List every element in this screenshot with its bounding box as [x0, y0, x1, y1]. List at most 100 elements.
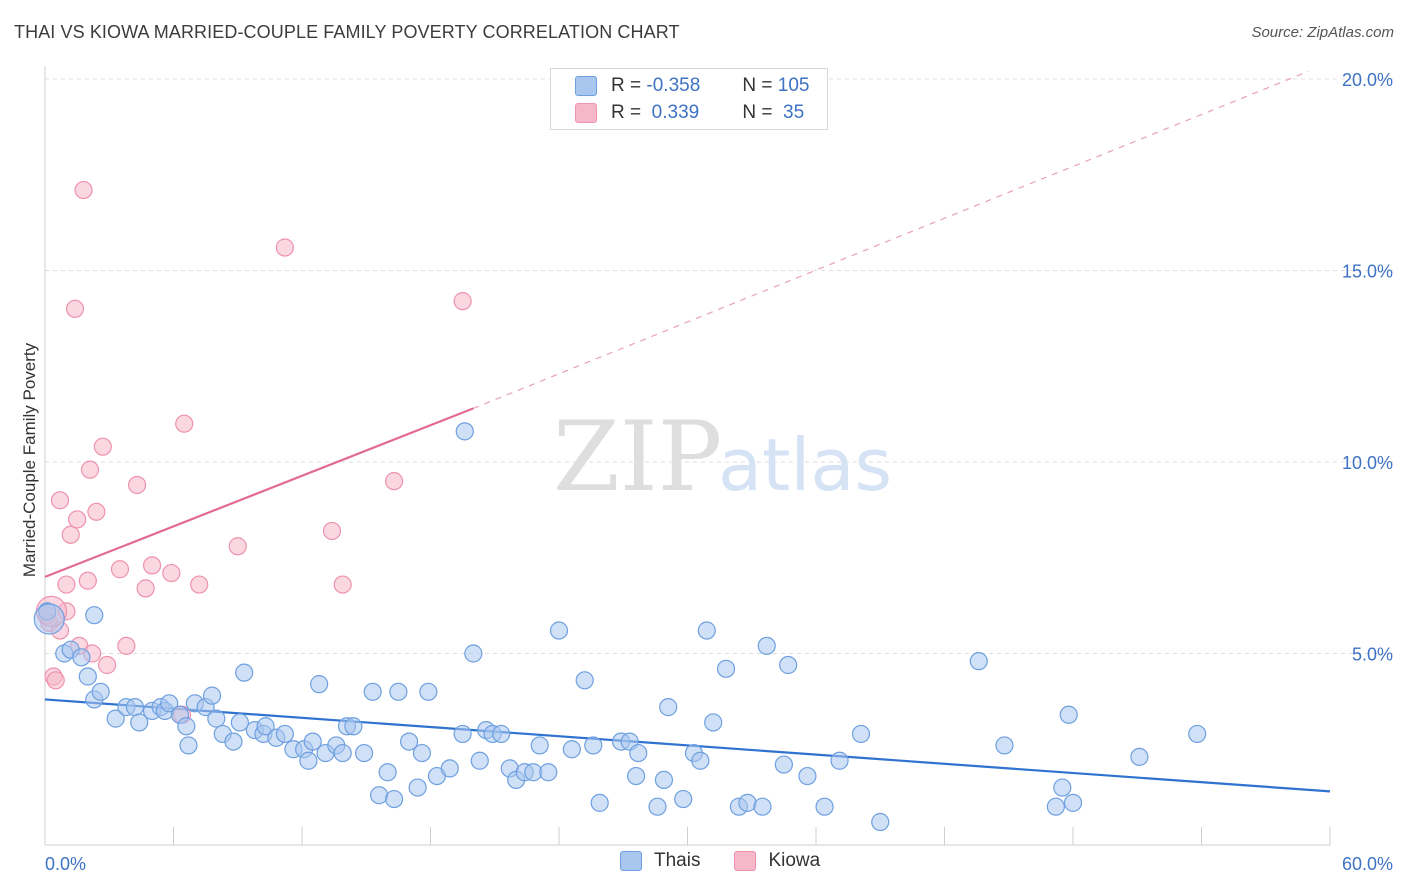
series-label-thais: Thais: [654, 850, 701, 871]
data-point-kiowa: [333, 575, 352, 594]
data-point-thais: [470, 751, 489, 770]
data-point-thais: [757, 636, 776, 655]
data-point-thais: [378, 763, 397, 782]
data-point-thais: [738, 793, 757, 812]
data-point-thais: [419, 682, 438, 701]
data-point-thais: [562, 740, 581, 759]
data-point-thais: [412, 743, 432, 763]
data-point-thais: [753, 797, 772, 816]
data-point-kiowa: [50, 491, 70, 510]
data-point-kiowa: [142, 556, 162, 575]
data-point-thais: [1130, 747, 1149, 767]
data-point-kiowa: [136, 579, 155, 598]
data-point-thais: [453, 724, 472, 744]
axes: [44, 66, 1331, 846]
data-point-kiowa: [322, 521, 342, 541]
series-swatch-thais: [620, 851, 642, 871]
series-legend: Thais Kiowa: [620, 850, 854, 872]
trend-line-thais: [44, 698, 1331, 793]
data-point-thais: [85, 606, 104, 625]
data-point-kiowa: [57, 575, 76, 594]
data-point-thais: [851, 724, 871, 744]
x-tick-label: 0.0%: [45, 854, 86, 874]
data-point-thais: [584, 736, 603, 755]
data-point-kiowa: [175, 414, 194, 433]
data-point-thais: [440, 759, 459, 778]
data-point-kiowa: [98, 655, 117, 675]
data-point-thais: [235, 663, 254, 682]
legend-row-thais: R = -0.358 N = 105: [575, 73, 809, 99]
tick-labels: 5.0% 10.0% 15.0% 20.0% 0.0% 60.0%: [45, 70, 1393, 874]
data-point-thais: [179, 736, 198, 755]
legend-swatch-thais: [575, 76, 597, 96]
gridlines: [45, 78, 1395, 654]
x-tick-label: 60.0%: [1342, 854, 1393, 874]
data-point-thais: [629, 743, 648, 763]
watermark-atlas: atlas: [718, 423, 892, 507]
data-point-thais: [492, 724, 511, 744]
data-point-thais: [333, 743, 352, 763]
data-point-thais: [464, 644, 483, 663]
data-point-kiowa: [87, 502, 106, 521]
data-point-kiowa: [190, 575, 209, 594]
data-point-thais: [207, 709, 226, 728]
data-point-thais: [177, 717, 196, 736]
correlation-legend: R = -0.358 N = 105 R = 0.339 N = 35: [550, 68, 828, 130]
legend-swatch-kiowa: [575, 103, 597, 123]
data-point-thais: [344, 717, 363, 736]
data-point-thais: [691, 751, 710, 770]
data-point-thais: [106, 709, 125, 728]
data-point-thais: [674, 789, 693, 809]
data-point-thais: [224, 732, 243, 751]
legend-n-label: N =: [742, 75, 773, 96]
series-legend-kiowa[interactable]: Kiowa: [734, 850, 820, 872]
data-point-thais: [72, 648, 91, 667]
data-point-thais: [455, 422, 474, 441]
chart-title: THAI VS KIOWA MARRIED-COUPLE FAMILY POVE…: [14, 22, 680, 42]
data-point-thais: [91, 682, 110, 701]
data-point-thais: [539, 763, 558, 782]
data-point-thais: [779, 655, 798, 675]
series-legend-thais[interactable]: Thais: [620, 850, 700, 872]
data-point-thais: [33, 603, 65, 635]
data-point-thais: [871, 812, 890, 832]
data-point-thais: [716, 659, 736, 678]
data-point-thais: [202, 686, 222, 705]
data-points: [33, 180, 1207, 832]
data-point-kiowa: [117, 636, 136, 655]
data-point-thais: [654, 770, 674, 789]
data-point-thais: [310, 675, 329, 694]
data-point-kiowa: [61, 525, 80, 544]
legend-n-label: N =: [742, 102, 773, 123]
legend-r-value: 0.339: [646, 102, 700, 123]
legend-r-label: R =: [611, 75, 642, 96]
data-point-thais: [648, 797, 667, 816]
data-point-thais: [299, 751, 318, 770]
data-point-thais: [1046, 797, 1065, 816]
data-point-thais: [303, 732, 322, 751]
data-point-kiowa: [384, 472, 404, 491]
data-point-thais: [1188, 724, 1207, 744]
data-point-kiowa: [93, 437, 112, 456]
series-swatch-kiowa: [734, 851, 757, 871]
data-point-thais: [256, 717, 275, 736]
data-point-thais: [160, 694, 179, 713]
data-point-thais: [530, 736, 549, 755]
data-point-kiowa: [46, 671, 65, 690]
data-point-thais: [384, 789, 404, 809]
data-point-thais: [815, 797, 834, 816]
trend-line-kiowa: [44, 407, 474, 578]
data-point-kiowa: [127, 475, 147, 495]
legend-row-kiowa: R = 0.339 N = 35: [575, 100, 804, 126]
data-point-kiowa: [275, 238, 294, 257]
data-point-kiowa: [453, 292, 472, 311]
y-tick-label: 10.0%: [1342, 453, 1393, 473]
data-point-thais: [408, 778, 427, 797]
data-point-thais: [659, 698, 678, 717]
data-point-thais: [626, 766, 646, 786]
data-point-thais: [230, 713, 249, 732]
data-point-thais: [370, 786, 389, 805]
legend-n-value: 105: [777, 75, 810, 96]
